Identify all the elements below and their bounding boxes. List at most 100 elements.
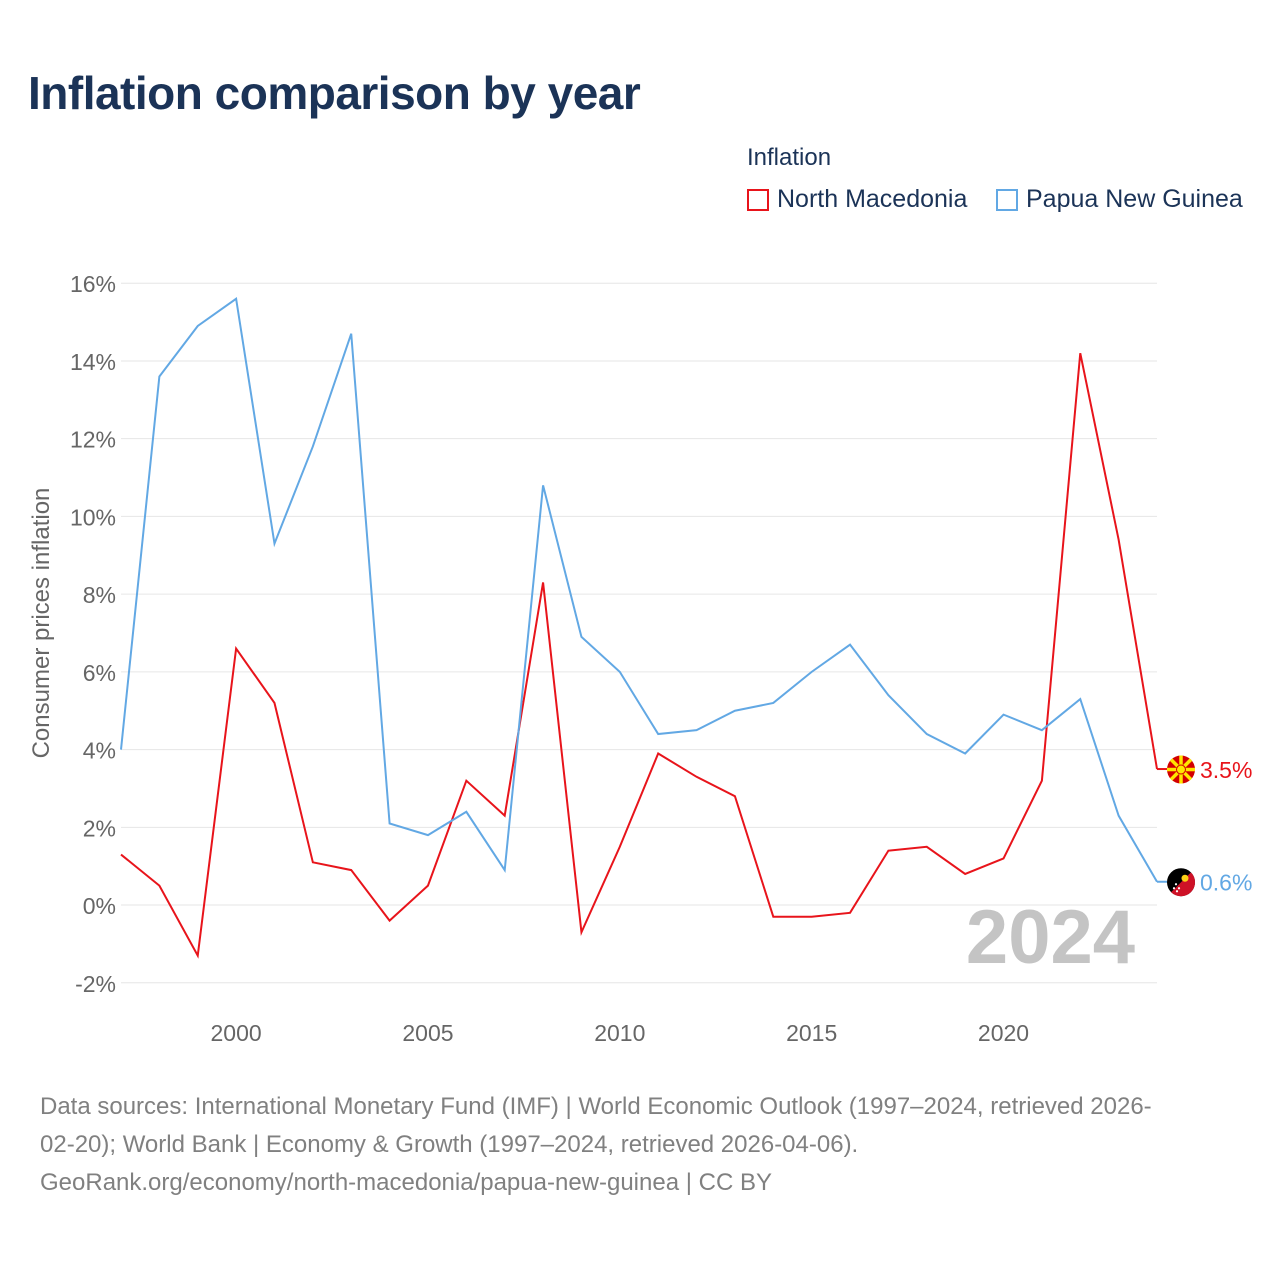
source-note: Data sources: International Monetary Fun… [40,1088,1250,1202]
data-point-north-macedonia[interactable] [234,647,238,651]
papua-new-guinea-flag-icon [1167,868,1195,897]
data-point-north-macedonia[interactable] [925,845,929,849]
y-axis-ticks: 16% 14% 12% 10% 8% 6% 4% 2% 0% -2% [70,271,116,997]
flag-star [1175,890,1179,893]
data-point-north-macedonia[interactable] [733,794,737,798]
data-point-north-macedonia[interactable] [1117,538,1121,542]
legend-item-papua-new-guinea[interactable]: Papua New Guinea [996,185,1243,214]
y-tick-label: 8% [83,582,116,608]
data-point-papua-new-guinea[interactable] [656,732,660,736]
data-point-papua-new-guinea[interactable] [733,709,737,713]
data-point-papua-new-guinea[interactable] [426,833,430,837]
data-point-north-macedonia[interactable] [388,919,392,923]
source-line-1: Data sources: International Monetary Fun… [40,1093,1152,1120]
series-line-north-macedonia[interactable] [120,352,1158,959]
data-point-papua-new-guinea[interactable] [349,332,353,336]
data-point-papua-new-guinea[interactable] [579,635,583,639]
data-point-north-macedonia[interactable] [541,580,545,584]
data-point-papua-new-guinea[interactable] [810,670,814,674]
series-line-papua-new-guinea[interactable] [120,297,1158,883]
y-tick-label: 2% [83,815,116,841]
data-point-papua-new-guinea[interactable] [618,670,622,674]
data-point-papua-new-guinea[interactable] [1117,814,1121,818]
y-tick-label: -2% [75,971,116,997]
flag-sun [1176,764,1186,775]
data-point-north-macedonia[interactable] [1002,856,1006,860]
data-point-north-macedonia[interactable] [503,814,507,818]
data-point-papua-new-guinea[interactable] [234,297,238,301]
legend-swatch-papua-new-guinea [996,188,1018,211]
flag-star [1177,887,1181,890]
flag-star [1174,883,1178,886]
data-point-north-macedonia[interactable] [157,884,161,888]
data-point-north-macedonia[interactable] [656,751,660,755]
data-point-papua-new-guinea[interactable] [541,483,545,487]
source-line-3[interactable]: GeoRank.org/economy/north-macedonia/papu… [40,1169,772,1196]
data-point-papua-new-guinea[interactable] [157,374,161,378]
x-tick-label: 2005 [402,1020,453,1046]
data-point-north-macedonia[interactable] [810,915,814,919]
end-label-north-macedonia: 3.5% [1200,757,1252,783]
data-point-papua-new-guinea[interactable] [1078,697,1082,701]
line-chart: 16%14%12%10%8%6%4%2%0%-2% 2000 2005 2010 20… [70,271,1252,1046]
data-point-north-macedonia[interactable] [426,884,430,888]
legend-title: Inflation [747,144,832,171]
legend-label-papua-new-guinea: Papua New Guinea [1026,185,1243,213]
data-point-north-macedonia[interactable] [349,868,353,872]
data-point-papua-new-guinea[interactable] [886,693,890,697]
data-point-papua-new-guinea[interactable] [771,701,775,705]
source-line-2: 02-20); World Bank | Economy & Growth (1… [40,1131,859,1158]
data-point-north-macedonia[interactable] [886,849,890,853]
data-point-papua-new-guinea[interactable] [272,542,276,546]
x-tick-label: 2020 [978,1020,1029,1046]
y-tick-label: 4% [83,738,116,764]
data-point-north-macedonia[interactable] [119,853,123,857]
data-point-north-macedonia[interactable] [1040,779,1044,783]
data-point-papua-new-guinea[interactable] [695,728,699,732]
data-point-papua-new-guinea[interactable] [1002,713,1006,717]
data-point-north-macedonia[interactable] [272,701,276,705]
data-point-papua-new-guinea[interactable] [848,643,852,647]
y-tick-label: 6% [83,660,116,686]
end-labels: 3.5% 0.6% [1157,755,1252,897]
data-point-north-macedonia[interactable] [618,845,622,849]
data-point-north-macedonia[interactable] [579,930,583,934]
data-point-north-macedonia[interactable] [464,779,468,783]
data-point-papua-new-guinea[interactable] [464,810,468,814]
y-tick-label: 0% [83,893,116,919]
year-watermark: 2024 [966,895,1135,980]
y-tick-label: 14% [70,349,116,375]
data-point-papua-new-guinea[interactable] [119,748,123,752]
chart-title: Inflation comparison by year [28,67,641,119]
gridlines [121,282,1157,984]
data-point-north-macedonia[interactable] [963,872,967,876]
x-tick-label: 2000 [211,1020,262,1046]
legend-swatch-north-macedonia [747,188,769,211]
data-point-north-macedonia[interactable] [311,860,315,864]
data-point-papua-new-guinea[interactable] [388,821,392,825]
legend-label-north-macedonia: North Macedonia [777,185,968,213]
x-tick-label: 2010 [594,1020,645,1046]
x-axis-ticks: 2000 2005 2010 2015 2020 [211,1020,1030,1046]
data-point-north-macedonia[interactable] [1078,351,1082,355]
flag-bird [1181,874,1189,882]
end-label-papua-new-guinea: 0.6% [1200,870,1252,896]
y-tick-label: 12% [70,427,116,453]
data-point-papua-new-guinea[interactable] [1040,728,1044,732]
flag-star [1172,887,1176,890]
y-tick-label: 10% [70,504,116,530]
data-point-papua-new-guinea[interactable] [311,444,315,448]
data-point-papua-new-guinea[interactable] [503,868,507,872]
data-point-north-macedonia[interactable] [848,911,852,915]
y-tick-label: 16% [70,271,116,297]
north-macedonia-flag-icon [1167,755,1195,784]
data-point-papua-new-guinea[interactable] [196,324,200,328]
data-point-papua-new-guinea[interactable] [925,732,929,736]
x-tick-label: 2015 [786,1020,837,1046]
legend-item-north-macedonia[interactable]: North Macedonia [747,185,967,214]
data-point-papua-new-guinea[interactable] [963,751,967,755]
data-point-north-macedonia[interactable] [196,954,200,958]
series-lines [119,297,1158,959]
data-point-north-macedonia[interactable] [695,775,699,779]
data-point-north-macedonia[interactable] [771,915,775,919]
